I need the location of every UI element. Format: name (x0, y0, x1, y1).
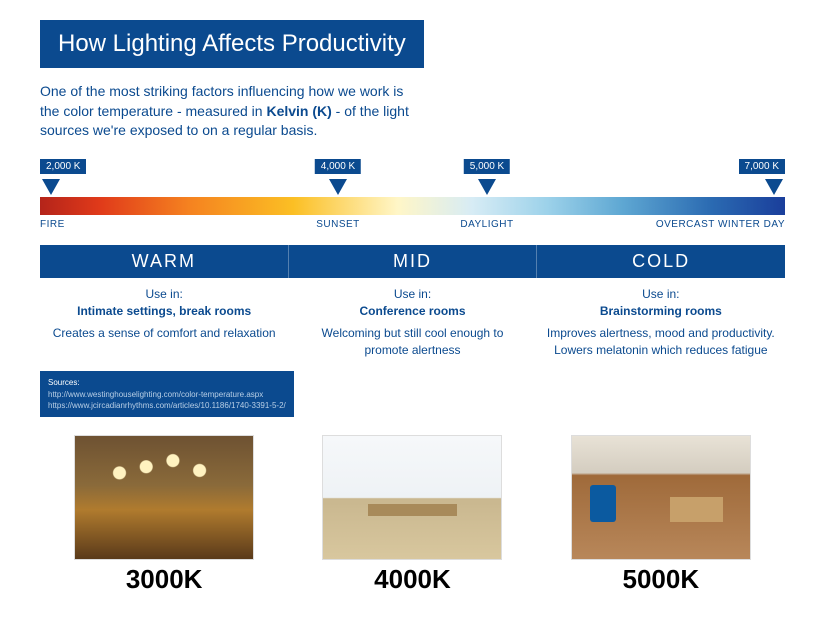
photo-label: 3000K (126, 564, 203, 595)
photo-col-4000k: 4000K (322, 435, 502, 595)
kelvin-text-label: OVERCAST WINTER DAY (656, 219, 785, 230)
photo-cold (571, 435, 751, 560)
category-col-warm: Use in: Intimate settings, break rooms C… (40, 284, 288, 362)
kelvin-spectrum: 2,000 K 4,000 K 5,000 K 7,000 K FIRE SUNSET D… (40, 159, 785, 235)
kelvin-text-label: FIRE (40, 219, 65, 230)
down-arrow-icon (478, 179, 496, 195)
usein-label: Use in: (298, 286, 526, 303)
down-arrow-icon (765, 179, 783, 195)
down-arrow-icon (329, 179, 347, 195)
photo-label: 5000K (623, 564, 700, 595)
photo-col-3000k: 3000K (74, 435, 254, 595)
photo-mid (322, 435, 502, 560)
photo-warm (74, 435, 254, 560)
kelvin-text-label: DAYLIGHT (460, 219, 513, 230)
kelvin-label-row: 2,000 K 4,000 K 5,000 K 7,000 K (40, 159, 785, 177)
example-photo-row: 3000K 4000K 5000K (40, 435, 785, 595)
sources-box: Sources: http://www.westinghouselighting… (40, 371, 294, 417)
category-descriptions: Use in: Intimate settings, break rooms C… (40, 284, 785, 362)
category-header-cold: COLD (537, 245, 785, 278)
use-effect: Welcoming but still cool enough to promo… (298, 325, 526, 360)
category-header-mid: MID (289, 245, 538, 278)
source-line: http://www.westinghouselighting.com/colo… (48, 390, 263, 399)
intro-bold: Kelvin (K) (266, 103, 331, 119)
kelvin-value-label: 4,000 K (315, 159, 361, 174)
usein-label: Use in: (50, 286, 278, 303)
kelvin-text-row: FIRE SUNSET DAYLIGHT OVERCAST WINTER DAY (40, 219, 785, 235)
usein-label: Use in: (547, 286, 775, 303)
intro-text: One of the most striking factors influen… (40, 82, 420, 141)
page-title: How Lighting Affects Productivity (40, 20, 424, 68)
use-effect: Improves alertness, mood and productivit… (547, 325, 775, 360)
sources-title: Sources: (48, 378, 80, 387)
category-col-mid: Use in: Conference rooms Welcoming but s… (288, 284, 536, 362)
photo-label: 4000K (374, 564, 451, 595)
category-header-warm: WARM (40, 245, 289, 278)
down-arrow-icon (42, 179, 60, 195)
use-location: Brainstorming rooms (547, 303, 775, 320)
photo-col-5000k: 5000K (571, 435, 751, 595)
kelvin-value-label: 7,000 K (739, 159, 785, 174)
category-header-bar: WARM MID COLD (40, 245, 785, 278)
category-col-cold: Use in: Brainstorming rooms Improves ale… (537, 284, 785, 362)
kelvin-value-label: 2,000 K (40, 159, 86, 174)
use-location: Intimate settings, break rooms (50, 303, 278, 320)
kelvin-text-label: SUNSET (316, 219, 360, 230)
source-line: https://www.jcircadianrhythms.com/articl… (48, 401, 286, 410)
kelvin-gradient-bar (40, 197, 785, 215)
use-location: Conference rooms (298, 303, 526, 320)
kelvin-arrow-row (40, 179, 785, 197)
use-effect: Creates a sense of comfort and relaxatio… (50, 325, 278, 342)
kelvin-value-label: 5,000 K (464, 159, 510, 174)
